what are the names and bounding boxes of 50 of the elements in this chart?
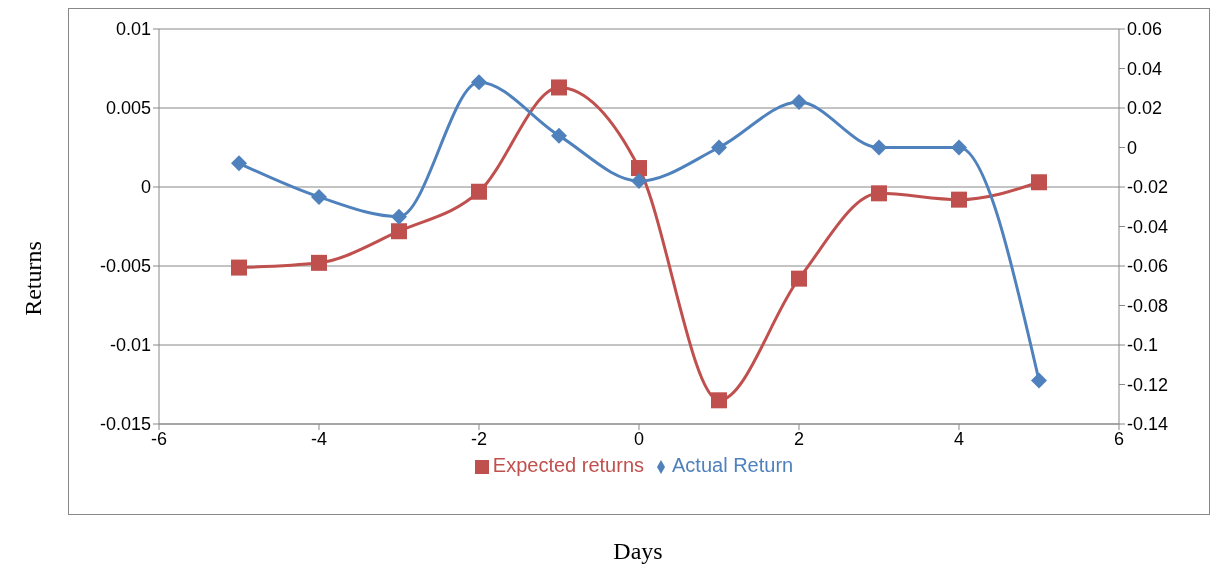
point bbox=[311, 188, 327, 205]
y2-tick-label: -0.08 bbox=[1127, 295, 1169, 316]
x-axis-title: Days bbox=[612, 538, 664, 565]
legend-label: Actual Return bbox=[672, 454, 794, 476]
y-tick-label: -0.005 bbox=[99, 256, 151, 277]
x-tick-label: 0 bbox=[633, 428, 645, 449]
y2-tick-label: -0.12 bbox=[1127, 374, 1169, 395]
point bbox=[631, 160, 647, 177]
x-tick-label: -4 bbox=[310, 428, 328, 449]
y-tick-label: 0 bbox=[140, 177, 151, 198]
y-tick-label: 0.005 bbox=[105, 98, 151, 119]
y2-tick-label: 0.02 bbox=[1127, 98, 1163, 119]
y2-tick-label: -0.02 bbox=[1127, 177, 1169, 198]
y2-tick-label: 0 bbox=[1127, 137, 1138, 158]
point bbox=[471, 183, 487, 200]
y2-tick-label: -0.14 bbox=[1127, 414, 1169, 435]
legend-label: Expected returns bbox=[492, 454, 645, 476]
x-tick-label: -2 bbox=[470, 428, 488, 449]
point bbox=[951, 139, 967, 156]
point bbox=[551, 127, 567, 144]
point bbox=[231, 155, 247, 172]
point bbox=[471, 74, 487, 91]
y2-tick-label: -0.1 bbox=[1127, 335, 1159, 356]
point bbox=[951, 191, 967, 208]
point bbox=[311, 254, 327, 271]
y-tick-label: -0.015 bbox=[99, 414, 151, 435]
y2-tick-label: -0.06 bbox=[1127, 256, 1169, 277]
point bbox=[391, 208, 407, 225]
point bbox=[791, 94, 807, 111]
y2-tick-label: -0.04 bbox=[1127, 216, 1169, 237]
x-tick-label: 4 bbox=[953, 428, 965, 449]
x-tick-label: 2 bbox=[793, 428, 805, 449]
y-tick-label: 0.01 bbox=[115, 19, 151, 40]
point bbox=[1031, 174, 1047, 191]
y2-tick-label: 0.06 bbox=[1127, 19, 1163, 40]
point bbox=[791, 270, 807, 287]
x-tick-label: 6 bbox=[1113, 428, 1125, 449]
point bbox=[231, 259, 247, 276]
point bbox=[631, 173, 647, 190]
point bbox=[391, 223, 407, 240]
x-tick-label: -6 bbox=[150, 428, 168, 449]
y2-tick-label: 0.04 bbox=[1127, 58, 1163, 79]
point bbox=[871, 185, 887, 202]
point bbox=[711, 392, 727, 409]
point bbox=[871, 139, 887, 156]
point bbox=[711, 139, 727, 156]
y-tick-label: -0.01 bbox=[109, 335, 151, 356]
y-axis-title: Returns bbox=[19, 240, 47, 316]
point bbox=[1031, 372, 1047, 389]
point bbox=[551, 79, 567, 96]
